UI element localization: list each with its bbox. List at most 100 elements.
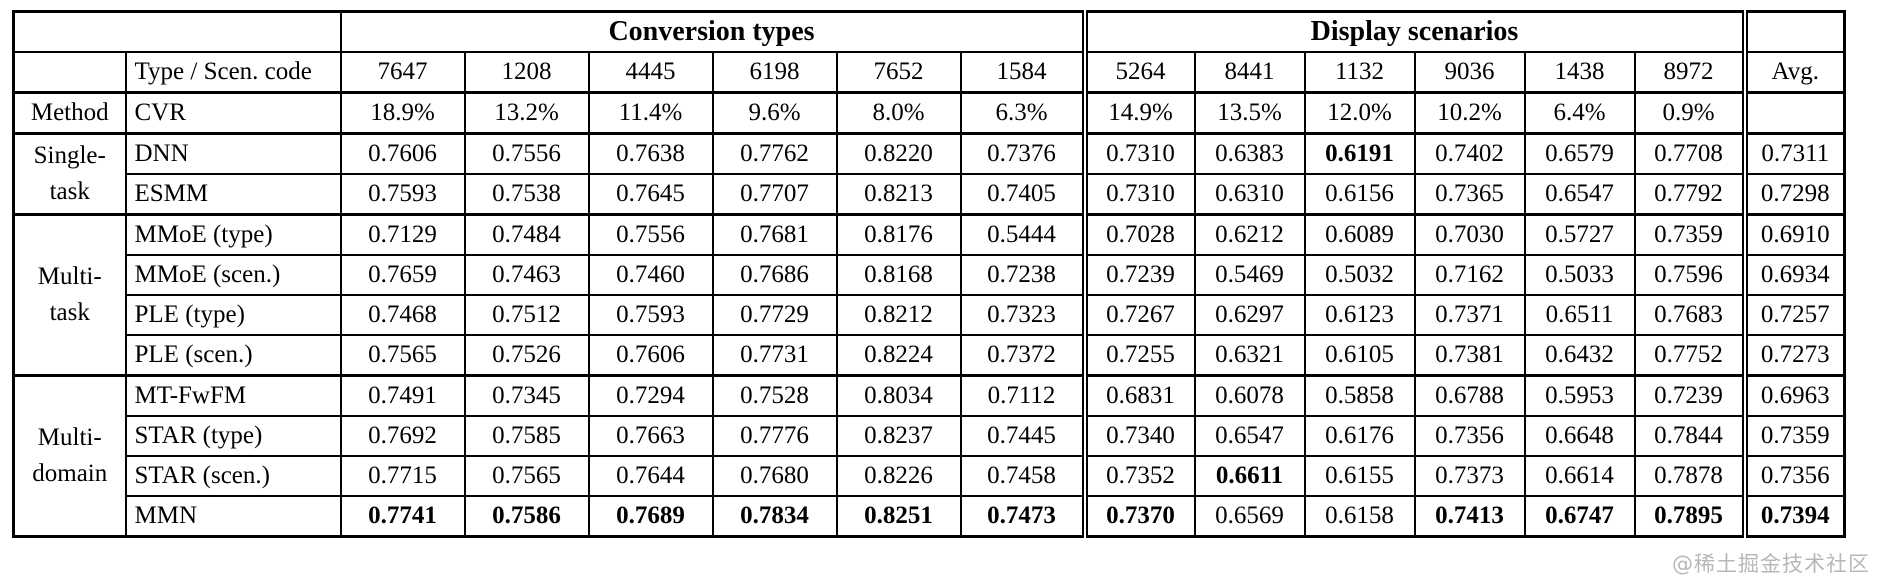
value-cell: 0.7323	[959, 294, 1086, 336]
value-cell: 0.5032	[1303, 254, 1416, 296]
value-cell: 0.7484	[463, 213, 590, 256]
value-cell: 0.7663	[587, 415, 714, 457]
value-cell: 0.6089	[1303, 213, 1416, 256]
value-cell: 0.5727	[1523, 213, 1636, 256]
value-cell: 0.8226	[835, 455, 962, 497]
cvr-value-cell: 6.4%	[1523, 91, 1636, 135]
value-cell: 0.6156	[1303, 173, 1416, 216]
value-cell: 0.6579	[1523, 132, 1636, 175]
value-cell: 0.7708	[1633, 132, 1746, 175]
method-cell: MMoE (type)	[124, 213, 342, 256]
value-cell: 0.7352	[1081, 455, 1196, 497]
value-cell: 0.7792	[1633, 173, 1746, 216]
group-label-cell: Single- task	[12, 132, 127, 216]
value-cell: 0.7473	[959, 495, 1086, 538]
value-cell: 0.7834	[711, 495, 838, 538]
value-cell: 0.7776	[711, 415, 838, 457]
cvr-value-cell: 14.9%	[1081, 91, 1196, 135]
cvr-avg-cell	[1741, 91, 1846, 135]
cvr-value-cell: 11.4%	[587, 91, 714, 135]
table-row: Multi- task MMoE (type) 0.7129 0.7484 0.7556…	[12, 213, 1846, 377]
value-cell: 0.7491	[339, 374, 466, 417]
value-cell: 0.6297	[1193, 294, 1306, 336]
avg-cell: 0.7311	[1741, 132, 1846, 175]
value-cell: 0.7310	[1081, 173, 1196, 216]
cvr-label-cell: CVR	[124, 91, 342, 135]
avg-cell: 0.7356	[1741, 455, 1846, 497]
value-cell: 0.7878	[1633, 455, 1746, 497]
value-cell: 0.7445	[959, 415, 1086, 457]
value-cell: 0.7294	[587, 374, 714, 417]
conversion-types-header: Conversion types	[339, 10, 1086, 53]
value-cell: 0.7586	[463, 495, 590, 538]
avg-cell: 0.7273	[1741, 334, 1846, 377]
value-cell: 0.5444	[959, 213, 1086, 256]
value-cell: 0.6191	[1303, 132, 1416, 175]
table-row: ESMM 0.7593 0.7538 0.7645 0.7707 0.8213 0.7405…	[14, 173, 1846, 216]
conversion-code-cell: 1584	[959, 51, 1086, 94]
scenario-code-cell: 8972	[1633, 51, 1746, 94]
value-cell: 0.7356	[1413, 415, 1526, 457]
value-cell: 0.7238	[959, 254, 1086, 296]
value-cell: 0.6078	[1193, 374, 1306, 417]
table-body: Method CVR 18.9% 13.2% 11.4% 9.6% 8.0% 6.3% 14.9…	[12, 91, 1846, 538]
value-cell: 0.7593	[339, 173, 466, 216]
value-cell: 0.7538	[463, 173, 590, 216]
conversion-code-cell: 6198	[711, 51, 838, 94]
table-row: Single- task DNN 0.7606 0.7556 0.7638 0.7762 0…	[12, 132, 1846, 216]
value-cell: 0.7028	[1081, 213, 1196, 256]
value-cell: 0.7345	[463, 374, 590, 417]
value-cell: 0.7686	[711, 254, 838, 296]
value-cell: 0.6547	[1193, 415, 1306, 457]
watermark: @稀土掘金技术社区	[1672, 552, 1870, 576]
value-cell: 0.7129	[339, 213, 466, 256]
table-row: PLE (type) 0.7468 0.7512 0.7593 0.7729 0.8212…	[14, 294, 1846, 336]
value-cell: 0.7707	[711, 173, 838, 216]
value-cell: 0.5033	[1523, 254, 1636, 296]
method-cell: STAR (scen.)	[124, 455, 342, 497]
value-cell: 0.8212	[835, 294, 962, 336]
value-cell: 0.7741	[339, 495, 466, 538]
value-cell: 0.7644	[587, 455, 714, 497]
value-cell: 0.8213	[835, 173, 962, 216]
value-cell: 0.7372	[959, 334, 1086, 377]
value-cell: 0.7565	[463, 455, 590, 497]
value-cell: 0.7371	[1413, 294, 1526, 336]
value-cell: 0.7593	[587, 294, 714, 336]
value-cell: 0.7844	[1633, 415, 1746, 457]
value-cell: 0.7239	[1633, 374, 1746, 417]
value-cell: 0.6831	[1081, 374, 1196, 417]
value-cell: 0.6321	[1193, 334, 1306, 377]
header-row-codes: Type / Scen. code 7647 1208 4445 6198 7652 158…	[12, 51, 1846, 94]
value-cell: 0.5858	[1303, 374, 1416, 417]
table-row: MMoE (scen.) 0.7659 0.7463 0.7460 0.7686 0.81…	[14, 254, 1846, 296]
value-cell: 0.7556	[463, 132, 590, 175]
scenario-code-cell: 8441	[1193, 51, 1306, 94]
value-cell: 0.7340	[1081, 415, 1196, 457]
value-cell: 0.7596	[1633, 254, 1746, 296]
value-cell: 0.6383	[1193, 132, 1306, 175]
code-label-cell: Type / Scen. code	[124, 51, 342, 94]
avg-cell: 0.7257	[1741, 294, 1846, 336]
table-head: Conversion types Display scenarios Type / …	[12, 10, 1846, 94]
value-cell: 0.7683	[1633, 294, 1746, 336]
value-cell: 0.7460	[587, 254, 714, 296]
value-cell: 0.6788	[1413, 374, 1526, 417]
value-cell: 0.6176	[1303, 415, 1416, 457]
value-cell: 0.5953	[1523, 374, 1636, 417]
scenario-code-cell: 1438	[1523, 51, 1636, 94]
value-cell: 0.7267	[1081, 294, 1196, 336]
value-cell: 0.7606	[587, 334, 714, 377]
value-cell: 0.7376	[959, 132, 1086, 175]
cvr-value-cell: 13.2%	[463, 91, 590, 135]
cvr-value-cell: 13.5%	[1193, 91, 1306, 135]
table-row: STAR (type) 0.7692 0.7585 0.7663 0.7776 0.823…	[14, 415, 1846, 457]
method-cell: STAR (type)	[124, 415, 342, 457]
value-cell: 0.7528	[711, 374, 838, 417]
table-row: PLE (scen.) 0.7565 0.7526 0.7606 0.7731 0.822…	[14, 334, 1846, 377]
method-cell: MMoE (scen.)	[124, 254, 342, 296]
value-cell: 0.7402	[1413, 132, 1526, 175]
value-cell: 0.7681	[711, 213, 838, 256]
scenario-code-cell: 9036	[1413, 51, 1526, 94]
display-scenarios-header: Display scenarios	[1081, 10, 1746, 53]
